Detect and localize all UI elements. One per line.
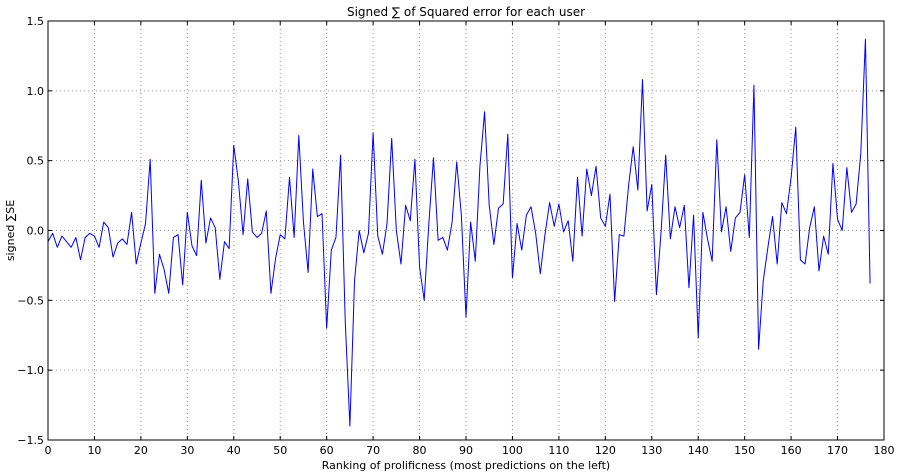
x-tick-label: 10 bbox=[87, 444, 101, 457]
x-tick-label: 70 bbox=[366, 444, 380, 457]
x-tick-label: 150 bbox=[734, 444, 755, 457]
y-tick-label: 1.0 bbox=[27, 85, 45, 98]
chart-title: Signed ∑ of Squared error for each user bbox=[347, 5, 585, 19]
x-tick-label: 20 bbox=[134, 444, 148, 457]
x-tick-label: 50 bbox=[273, 444, 287, 457]
tick-labels: 0 10 20 30 40 50 60 70 80 90 100 110 120 130 140 150 160… bbox=[17, 15, 894, 457]
data-series bbox=[47, 38, 871, 427]
x-tick-label: 90 bbox=[459, 444, 473, 457]
x-axis-label: Ranking of prolificness (most prediction… bbox=[322, 459, 610, 472]
plot-frame bbox=[47, 20, 885, 441]
y-tick-label: 1.5 bbox=[27, 15, 45, 28]
x-tick-label: 140 bbox=[688, 444, 709, 457]
x-tick-label: 0 bbox=[45, 444, 52, 457]
x-tick-label: 60 bbox=[320, 444, 334, 457]
x-tick-label: 30 bbox=[180, 444, 194, 457]
x-tick-label: 100 bbox=[502, 444, 523, 457]
x-tick-label: 40 bbox=[227, 444, 241, 457]
y-tick-label: 0.5 bbox=[27, 155, 45, 168]
x-tick-label: 180 bbox=[874, 444, 895, 457]
x-tick-label: 120 bbox=[595, 444, 616, 457]
y-tick-label: 0.0 bbox=[27, 225, 45, 238]
series-line bbox=[47, 38, 871, 427]
y-tick-label: −1.5 bbox=[17, 434, 44, 447]
x-tick-label: 160 bbox=[781, 444, 802, 457]
y-axis-label: signed ∑SE bbox=[4, 200, 17, 261]
x-tick-label: 130 bbox=[641, 444, 662, 457]
y-tick-label: −0.5 bbox=[17, 294, 44, 307]
x-tick-label: 110 bbox=[548, 444, 569, 457]
y-tick-label: −1.0 bbox=[17, 364, 44, 377]
x-tick-label: 80 bbox=[413, 444, 427, 457]
x-tick-label: 170 bbox=[827, 444, 848, 457]
